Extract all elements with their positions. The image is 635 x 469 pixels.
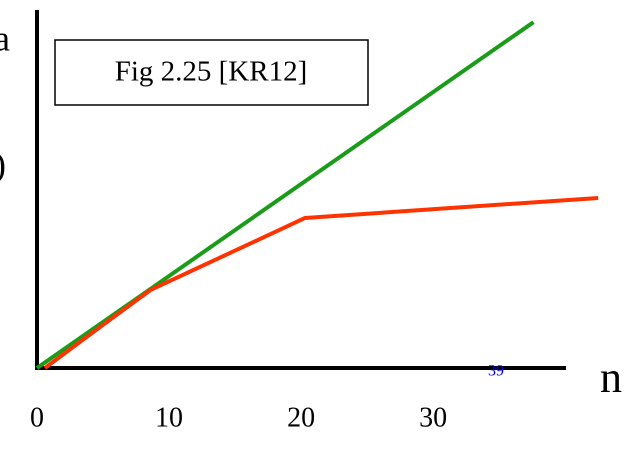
cropped-text: ) [0, 144, 6, 184]
cropped-text: a [0, 18, 10, 58]
x-tick-label: 30 [419, 402, 447, 433]
x-tick-label: 20 [287, 402, 315, 433]
annotation: Fig 2.25 [KR12] [115, 56, 308, 88]
chart: a ) Fig 2.25 [KR12] n 39 0 10 20 30 [0, 0, 635, 469]
page-number: 39 [488, 363, 504, 380]
x-tick-label: 10 [155, 402, 183, 433]
x-tick-label: 0 [30, 402, 44, 433]
line-series [45, 198, 598, 368]
x-axis-label: n [600, 353, 622, 402]
page: {"chart_data": {"type": "line", "cropped… [0, 0, 635, 469]
